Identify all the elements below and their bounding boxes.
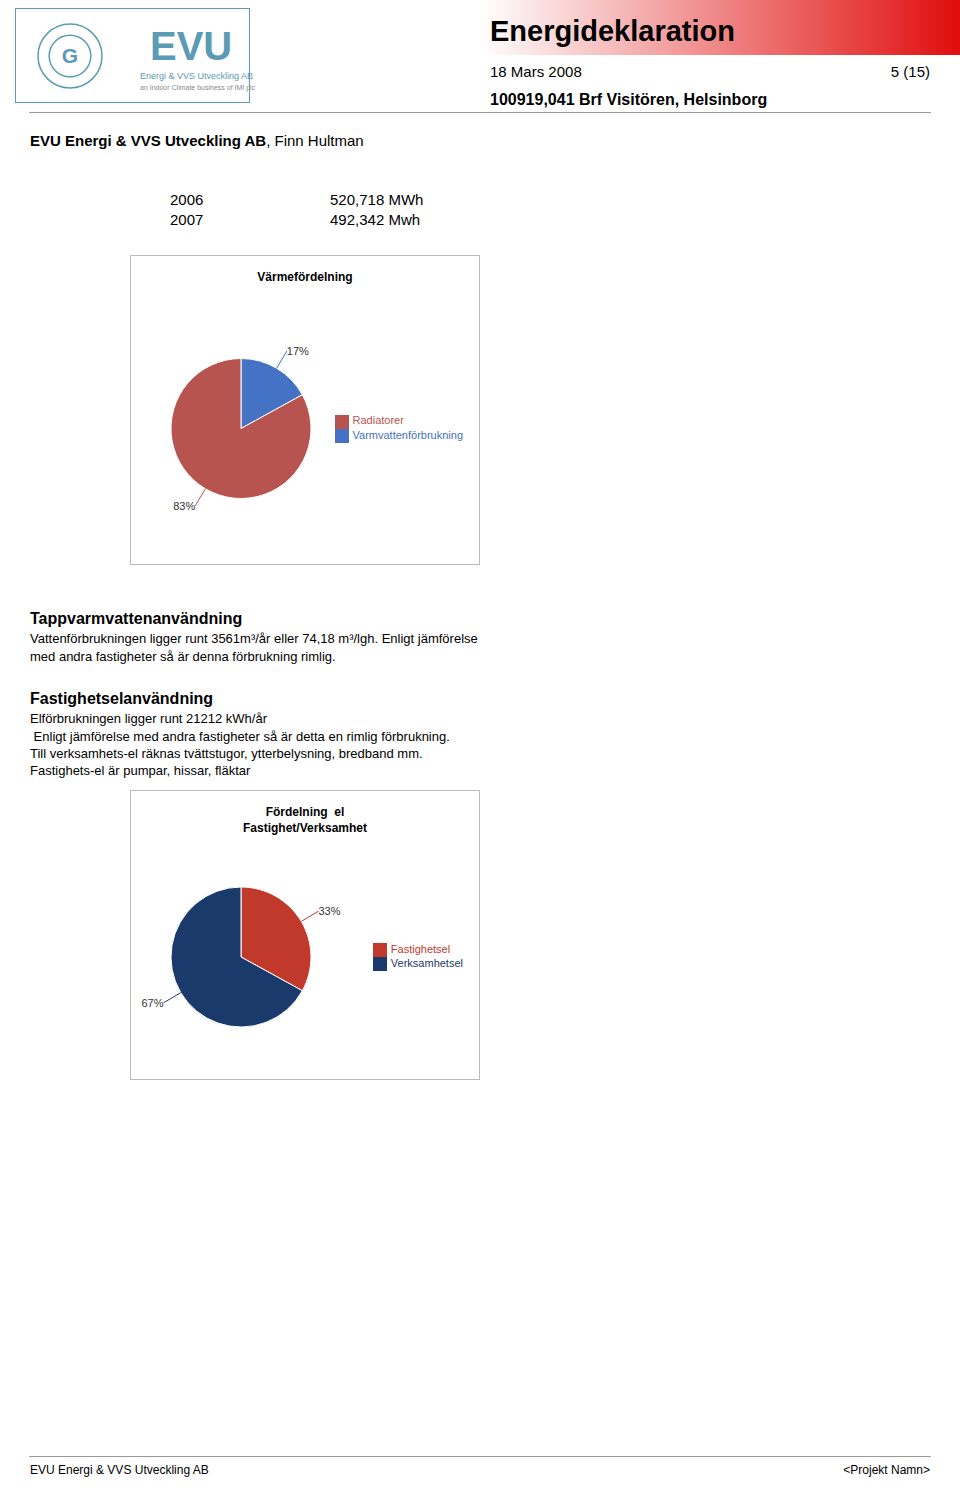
html-text:EVU: EVU	[150, 24, 233, 68]
html-text:Radiatorer: Radiatorer	[352, 414, 404, 427]
html-text:Verksamhetsel: Verksamhetsel	[390, 957, 463, 969]
svg-text:67%: 67%	[142, 997, 164, 1009]
html-text:Elförbrukningen ligger runt 21: Elförbrukningen ligger runt 21212 kWh/år	[30, 711, 267, 726]
html-text:Enligt jämförelse med andra fa: Enligt jämförelse med andra fastigheter …	[30, 729, 450, 744]
html-text:an Indoor Climate business of: an Indoor Climate business of IMI plc	[140, 84, 256, 91]
svg-text:17%: 17%	[287, 345, 309, 357]
html-text:<Projekt Namn>: <Projekt Namn>	[843, 1463, 930, 1478]
html-text:Fastighets-el är pumpar, hissa: Fastighets-el är pumpar, hissar, fläktar	[30, 763, 251, 778]
html-text:EVU Energi & VVS Utveckling AB: EVU Energi & VVS Utveckling AB	[30, 1463, 209, 1478]
html-text:2006: 2006	[170, 191, 204, 209]
html-text:Fastighetselanvändning: Fastighetselanvändning	[30, 690, 214, 707]
html-text:Fastighetsel: Fastighetsel	[390, 942, 451, 955]
svg-text:33%: 33%	[318, 905, 340, 917]
html-text:Energi & VVS Utveckling AB: Energi & VVS Utveckling AB	[140, 70, 254, 81]
html-text:2007: 2007	[170, 211, 204, 229]
html-text:Varmvattenförbrukning: Varmvattenförbrukning	[352, 428, 463, 441]
html-text:Till verksamhets-el räknas tvä: Till verksamhets-el räknas tvättstugor, …	[30, 746, 423, 761]
html-text:18 Mars 2008: 18 Mars 2008	[490, 63, 582, 81]
html-text:med andra fastigheter så är de: med andra fastigheter så är denna förbru…	[30, 649, 336, 664]
html-text:Vattenförbrukningen ligger run: Vattenförbrukningen ligger runt 3561m³/å…	[30, 631, 478, 646]
html-text:Fördelning el: Fördelning el	[265, 805, 345, 819]
html-text:Energideklaration: Energideklaration	[490, 15, 735, 48]
html-text:492,342 Mwh: 492,342 Mwh	[330, 211, 421, 229]
html-text:G: G	[61, 43, 79, 67]
html-text:5 (15): 5 (15)	[890, 63, 930, 81]
html-text:520,718 MWh: 520,718 MWh	[330, 191, 424, 209]
html-text:EVU Energi & VVS Utveckling AB: EVU Energi & VVS Utveckling AB, Finn Hul…	[30, 131, 364, 149]
html-text:Tappvarmvattenanvändning: Tappvarmvattenanvändning	[30, 610, 243, 627]
svg-text:83%: 83%	[173, 500, 195, 512]
html-text:100919,041 Brf Visitören, Hels: 100919,041 Brf Visitören, Helsinborg	[490, 90, 768, 108]
html-text:Fastighet/Verksamhet: Fastighet/Verksamhet	[243, 821, 367, 835]
html-text:Värmefördelning: Värmefördelning	[257, 270, 353, 284]
